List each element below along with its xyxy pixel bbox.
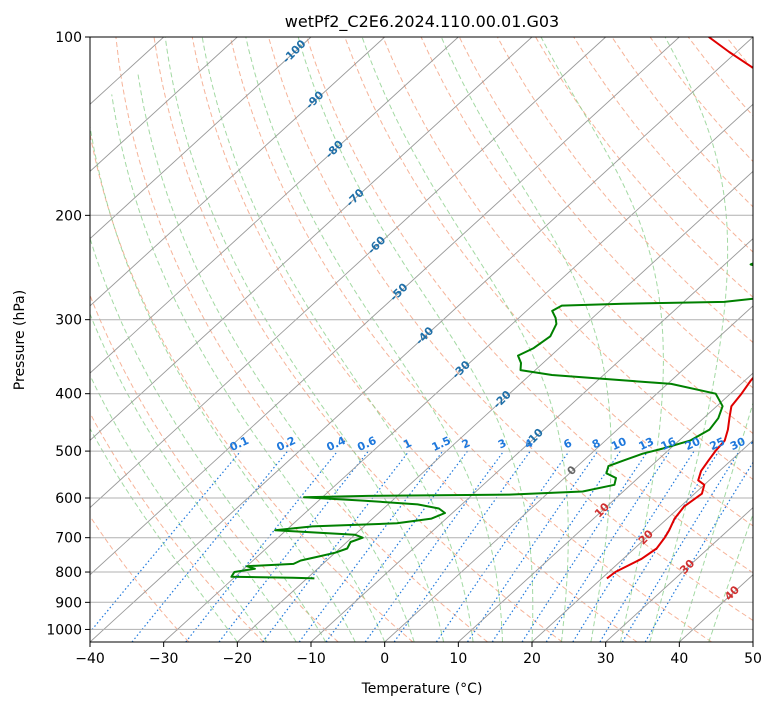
x-tick-label: −30 — [149, 651, 179, 667]
mixing-ratio-line — [621, 450, 740, 642]
x-tick-label: 20 — [523, 651, 541, 667]
chart-title: wetPf2_C2E6.2024.110.00.01.G03 — [285, 12, 559, 32]
dry-adiabat-line — [420, 37, 753, 435]
mixing-ratio-label: 25 — [708, 435, 727, 453]
plot-frame — [89, 36, 754, 643]
y-tick-label: 400 — [55, 387, 82, 403]
mixing-ratio-line — [185, 450, 339, 642]
isotherm-line — [90, 37, 312, 240]
mixing-ratio-line — [131, 450, 289, 642]
dry-adiabat-line — [382, 37, 753, 481]
moist-adiabat-line — [297, 37, 534, 642]
isotherm-line — [90, 37, 533, 441]
plot-area: 0.10.20.40.611.52346810131620253036-100-… — [90, 37, 769, 642]
mixing-ratio-line — [298, 450, 444, 642]
mixing-ratio-label: 20 — [683, 435, 703, 453]
isotherms — [90, 37, 753, 642]
mixing-ratio-line — [364, 450, 505, 642]
y-tick-label: 800 — [55, 565, 82, 581]
isotherm-line — [236, 170, 753, 642]
y-tick-label: 900 — [55, 595, 82, 611]
mixing-ratio-line — [466, 450, 599, 642]
x-tick-label: 50 — [744, 651, 762, 667]
isotherm-line — [310, 238, 753, 642]
dry-adiabat-line — [306, 37, 753, 574]
x-tick-label: −20 — [223, 651, 253, 667]
x-tick-label: 30 — [597, 651, 615, 667]
x-tick-label: 40 — [670, 651, 688, 667]
dry-adiabat-line — [115, 37, 488, 642]
moist-adiabat-line — [678, 401, 753, 642]
y-tick-label: 700 — [55, 531, 82, 547]
moist-adiabat-line — [137, 72, 415, 642]
dry-adiabat-line — [90, 412, 264, 642]
mixing-ratio-line — [572, 450, 695, 642]
isotherm-line — [90, 37, 386, 307]
x-tick-label: −10 — [296, 651, 326, 667]
dry-adiabat-line — [535, 37, 753, 298]
y-tick-label: 200 — [55, 208, 82, 224]
mixing-ratio-line — [521, 450, 649, 642]
moist-adiabat-line — [649, 37, 729, 642]
moist-adiabat-line — [90, 427, 238, 642]
dry-adiabat-line — [268, 37, 753, 622]
dry-adiabat-line — [229, 37, 712, 642]
moist-adiabat-line — [361, 37, 569, 642]
moist-adiabat-line — [90, 312, 297, 642]
mixing-ratio-line — [90, 450, 242, 633]
y-tick-label: 300 — [55, 313, 82, 329]
dry-adiabat-line — [496, 37, 753, 344]
moist-adiabat-line — [708, 513, 753, 642]
dewpoint-profile-line — [230, 262, 753, 580]
isotherm-line — [457, 372, 753, 642]
isotherm-line — [163, 103, 753, 642]
y-axis: 100 200 300 400 500 600 700 800 900 1000 — [46, 30, 90, 638]
dry-adiabat-line — [191, 37, 638, 642]
moist-adiabat-line — [201, 37, 474, 642]
moist-adiabats — [90, 37, 753, 642]
sounding-profiles — [230, 37, 753, 580]
y-tick-label: 1000 — [46, 622, 82, 638]
mixing-ratio-label: 10 — [609, 435, 629, 453]
dry-adiabat-line — [153, 37, 563, 642]
isotherm-line — [90, 37, 680, 576]
mixing-ratio-line — [491, 450, 621, 642]
isotherm-line — [90, 37, 238, 173]
moist-adiabat-line — [90, 124, 356, 642]
moist-adiabat-line — [90, 374, 268, 642]
y-axis-title: Pressure (hPa) — [12, 290, 28, 390]
y-tick-label: 100 — [55, 30, 82, 46]
mixing-ratio-line — [545, 450, 671, 642]
mixing-ratio-line — [435, 450, 570, 642]
pressure-gridlines — [90, 37, 753, 630]
mixing-ratio-label: 16 — [659, 435, 679, 453]
x-axis-title: Temperature (°C) — [361, 681, 483, 697]
moist-adiabat-line — [245, 37, 503, 642]
mixing-ratio-line — [325, 450, 468, 642]
mixing-ratio-label: 30 — [728, 435, 748, 453]
x-tick-label: 0 — [380, 651, 389, 667]
isotherm-line — [531, 439, 753, 642]
mixing-ratio-label: 36 — [749, 435, 769, 453]
x-axis: −40 −30 −20 −10 0 10 20 30 40 50 — [75, 642, 762, 667]
moist-adiabat-line — [164, 37, 445, 642]
isotherm-line — [90, 37, 459, 374]
x-tick-label: 10 — [449, 651, 467, 667]
y-tick-label: 500 — [55, 444, 82, 460]
isotherm-line — [384, 305, 753, 642]
isotherm-line — [90, 37, 753, 642]
moist-adiabat-line — [90, 236, 327, 642]
mixing-ratio-label: 13 — [637, 435, 656, 453]
moist-adiabat-line — [111, 94, 386, 642]
x-tick-label: −40 — [75, 651, 105, 667]
temperature-profile-line — [606, 37, 753, 580]
moist-adiabat-line — [440, 37, 612, 642]
moist-adiabat-line — [540, 37, 664, 642]
y-tick-label: 600 — [55, 491, 82, 507]
isotherm-line — [605, 506, 753, 642]
mixing-ratio-line — [262, 450, 410, 642]
isotherm-line — [90, 37, 607, 509]
